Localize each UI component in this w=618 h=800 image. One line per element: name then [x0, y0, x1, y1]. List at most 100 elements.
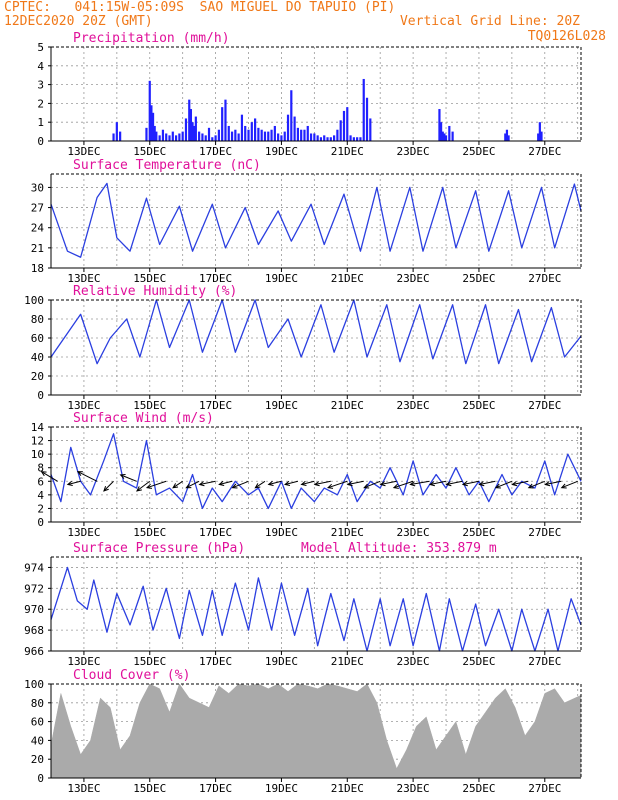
x-tick-label: 23DEC [397, 145, 430, 158]
wind-vector [232, 480, 249, 489]
y-tick-label: 21 [31, 242, 44, 255]
wind-vector-head [346, 481, 353, 487]
y-tick-label: 0 [37, 135, 44, 148]
precip-bar [283, 131, 286, 141]
model-code: TQ0126L028 [527, 29, 606, 44]
wind-vector [314, 480, 331, 485]
precip-bar [507, 135, 510, 141]
precip-bar [244, 125, 247, 141]
x-tick-label: 25DEC [462, 782, 495, 795]
wind-vector-head [326, 483, 334, 489]
panel-title: Relative Humidity (%) [73, 284, 237, 299]
precip-bar [193, 125, 196, 141]
x-tick-label: 19DEC [265, 655, 298, 668]
precip-bar [319, 137, 323, 141]
y-tick-label: 18 [31, 262, 44, 275]
precip-bar [306, 125, 309, 141]
precip-bar [145, 127, 148, 141]
precip-bar [260, 129, 263, 141]
precip-bar [448, 125, 451, 141]
wind-vector [380, 480, 397, 485]
x-tick-label: 13DEC [67, 272, 100, 285]
precip-bar [296, 127, 299, 141]
x-tick-label: 15DEC [133, 655, 166, 668]
wind-vector-head [409, 481, 416, 487]
precip-bar [290, 90, 293, 141]
precip-bar [293, 116, 296, 141]
wind-vector [495, 480, 513, 489]
precip-bar [237, 133, 240, 141]
y-tick-label: 8 [37, 462, 44, 475]
grid-note: Vertical Grid Line: 20Z [399, 14, 580, 29]
y-tick-label: 100 [24, 678, 44, 691]
x-tick-label: 17DEC [199, 655, 232, 668]
precip-bar [253, 118, 257, 141]
y-tick-label: 3 [37, 79, 44, 92]
wind-vector-head [560, 483, 567, 489]
y-tick-label: 80 [31, 697, 44, 710]
precip-bar [300, 129, 303, 141]
series-line [50, 182, 582, 258]
precip-bar [257, 127, 260, 141]
station-title: CPTEC: 041:15W-05:09S SAO MIGUEL DO TAPU… [4, 0, 396, 15]
y-tick-label: 20 [31, 370, 44, 383]
precip-bar [188, 99, 191, 141]
precip-bar [356, 137, 359, 141]
x-tick-label: 23DEC [397, 526, 430, 539]
precip-bar [443, 133, 446, 141]
panel-title: Surface Pressure (hPa) [73, 541, 245, 556]
precip-bar [150, 105, 153, 141]
y-tick-label: 40 [31, 734, 44, 747]
precip-bar [303, 129, 306, 141]
y-tick-label: 60 [31, 332, 44, 345]
precip-bar [221, 107, 224, 141]
panel-title: Cloud Cover (%) [73, 668, 190, 683]
wind-vector [347, 480, 364, 485]
precip-bar [240, 114, 244, 141]
precip-bar [201, 133, 204, 141]
wind-vector [103, 480, 114, 492]
precip-bar [155, 131, 158, 141]
precip-bar [441, 131, 444, 141]
precip-bar [270, 129, 273, 141]
precip-bar [336, 129, 339, 141]
wind-vector [393, 480, 414, 489]
x-tick-label: 17DEC [199, 399, 232, 412]
y-tick-label: 1 [37, 116, 44, 129]
x-tick-label: 21DEC [331, 399, 364, 412]
x-tick-label: 19DEC [265, 272, 298, 285]
x-tick-label: 25DEC [462, 655, 495, 668]
wind-vector [429, 480, 447, 485]
x-tick-label: 13DEC [67, 145, 100, 158]
precip-bar [211, 137, 214, 141]
y-tick-label: 0 [37, 772, 44, 785]
wind-vector-head [494, 483, 501, 489]
precip-bar [313, 133, 316, 141]
wind-vector-head [40, 471, 47, 477]
wind-vector-head [136, 486, 142, 492]
x-tick-label: 15DEC [133, 782, 166, 795]
x-tick-label: 17DEC [199, 526, 232, 539]
wind-vector [301, 480, 315, 485]
y-tick-label: 6 [37, 475, 44, 488]
precip-bar [329, 137, 332, 141]
wind-vector [327, 480, 348, 489]
x-tick-label: 21DEC [331, 272, 364, 285]
precip-bar [194, 116, 197, 141]
x-tick-label: 17DEC [199, 272, 232, 285]
x-tick-label: 13DEC [67, 655, 100, 668]
y-tick-label: 0 [37, 389, 44, 402]
precip-bar [286, 114, 290, 141]
precip-bar [247, 129, 250, 141]
y-tick-label: 968 [24, 624, 44, 637]
wind-vector-head [76, 471, 83, 476]
precip-bar [359, 137, 362, 141]
precip-bar [198, 131, 201, 141]
x-tick-label: 27DEC [528, 272, 561, 285]
x-tick-label: 23DEC [397, 782, 430, 795]
x-tick-label: 19DEC [265, 782, 298, 795]
precip-bar [280, 135, 283, 141]
precip-bar [342, 110, 346, 141]
y-tick-label: 20 [31, 753, 44, 766]
precip-bar [234, 129, 237, 141]
